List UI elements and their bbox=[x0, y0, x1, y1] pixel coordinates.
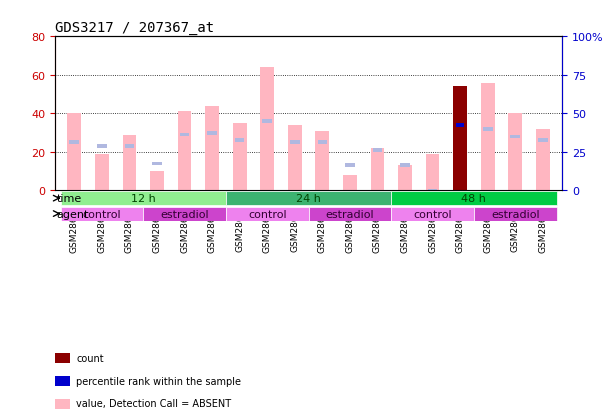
Bar bbox=[481, 83, 494, 191]
Text: time: time bbox=[56, 194, 82, 204]
Text: estradiol: estradiol bbox=[326, 209, 374, 219]
Bar bbox=[370, 149, 384, 191]
Text: count: count bbox=[76, 353, 104, 363]
Bar bbox=[262, 120, 272, 123]
FancyBboxPatch shape bbox=[226, 207, 309, 221]
Bar bbox=[152, 162, 162, 166]
Text: value, Detection Call = ABSENT: value, Detection Call = ABSENT bbox=[76, 399, 232, 408]
Bar bbox=[508, 114, 522, 191]
FancyBboxPatch shape bbox=[474, 207, 557, 221]
FancyBboxPatch shape bbox=[60, 207, 143, 221]
FancyBboxPatch shape bbox=[391, 192, 557, 206]
Bar bbox=[67, 114, 81, 191]
Text: control: control bbox=[413, 209, 452, 219]
FancyBboxPatch shape bbox=[60, 192, 226, 206]
Bar bbox=[288, 126, 302, 191]
Text: control: control bbox=[248, 209, 287, 219]
Bar bbox=[536, 129, 550, 191]
Text: estradiol: estradiol bbox=[491, 209, 540, 219]
Text: 24 h: 24 h bbox=[296, 194, 321, 204]
Bar bbox=[373, 149, 382, 152]
Bar bbox=[456, 123, 464, 128]
Text: percentile rank within the sample: percentile rank within the sample bbox=[76, 376, 241, 386]
Bar bbox=[343, 176, 357, 191]
Bar bbox=[483, 128, 492, 131]
Bar bbox=[180, 133, 189, 137]
Bar bbox=[453, 87, 467, 191]
Bar bbox=[400, 164, 410, 168]
Bar bbox=[426, 154, 439, 191]
Bar bbox=[345, 164, 355, 168]
Bar bbox=[428, 189, 437, 193]
Text: agent: agent bbox=[56, 209, 89, 219]
Bar bbox=[123, 135, 136, 191]
Bar bbox=[97, 145, 107, 149]
Bar bbox=[178, 112, 191, 191]
Bar bbox=[207, 131, 217, 135]
Text: GDS3217 / 207367_at: GDS3217 / 207367_at bbox=[55, 21, 214, 35]
Bar bbox=[95, 154, 109, 191]
Bar bbox=[70, 141, 79, 145]
Bar bbox=[538, 139, 547, 143]
Bar bbox=[233, 123, 247, 191]
Bar bbox=[260, 68, 274, 191]
Text: control: control bbox=[82, 209, 121, 219]
Text: 48 h: 48 h bbox=[461, 194, 486, 204]
FancyBboxPatch shape bbox=[226, 192, 391, 206]
Bar bbox=[150, 172, 164, 191]
Bar bbox=[125, 145, 134, 149]
FancyBboxPatch shape bbox=[143, 207, 226, 221]
Bar bbox=[315, 131, 329, 191]
Bar bbox=[290, 141, 299, 145]
Bar bbox=[205, 107, 219, 191]
Bar bbox=[510, 135, 520, 139]
FancyBboxPatch shape bbox=[391, 207, 474, 221]
Bar bbox=[235, 139, 244, 143]
Text: 12 h: 12 h bbox=[131, 194, 156, 204]
FancyBboxPatch shape bbox=[309, 207, 391, 221]
Text: estradiol: estradiol bbox=[160, 209, 209, 219]
Bar bbox=[318, 141, 327, 145]
Bar bbox=[398, 166, 412, 191]
